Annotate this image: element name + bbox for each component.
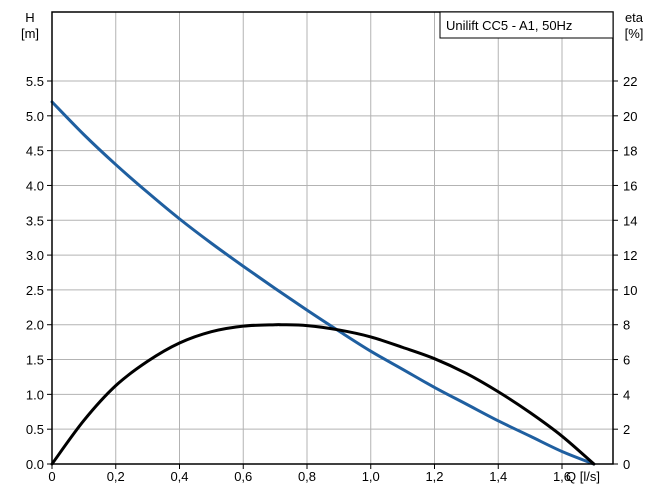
y-left-tick-label: 1.5	[26, 353, 44, 368]
y-left-tick-label: 1.0	[26, 387, 44, 402]
y-right-tick-label: 22	[623, 74, 637, 89]
x-tick-label: 1,4	[489, 469, 507, 484]
y-right-tick-label: 20	[623, 109, 637, 124]
y-left-axis-title: H	[25, 10, 34, 25]
y-right-tick-label: 16	[623, 178, 637, 193]
y-right-tick-label: 0	[623, 457, 630, 472]
y-right-tick-label: 18	[623, 144, 637, 159]
y-left-tick-label: 5.0	[26, 109, 44, 124]
y-left-tick-label: 3.0	[26, 248, 44, 263]
x-tick-label: 0,6	[234, 469, 252, 484]
y-left-tick-label: 3.5	[26, 213, 44, 228]
y-left-tick-label: 0.5	[26, 422, 44, 437]
grid-layer	[52, 12, 613, 464]
y-left-tick-label: 5.5	[26, 74, 44, 89]
axis-layer	[47, 11, 618, 469]
y-left-tick-label: 0.0	[26, 457, 44, 472]
x-tick-label: 0,4	[170, 469, 188, 484]
chart-title-box	[439, 11, 614, 39]
y-left-axis-unit: [m]	[21, 26, 39, 41]
y-left-tick-label: 4.5	[26, 144, 44, 159]
x-axis-title: Q [l/s]	[566, 469, 600, 484]
y-right-axis-title: eta	[625, 10, 644, 25]
y-right-tick-label: 6	[623, 353, 630, 368]
x-tick-label: 1,6	[553, 469, 571, 484]
y-right-tick-label: 10	[623, 283, 637, 298]
y-right-tick-label: 12	[623, 248, 637, 263]
y-right-axis-unit: [%]	[625, 26, 644, 41]
head-curve	[50, 100, 596, 466]
y-right-tick-label: 8	[623, 318, 630, 333]
chart-title: Unilift CC5 - A1, 50Hz	[446, 18, 572, 33]
x-tick-label: 0,2	[107, 469, 125, 484]
y-right-tick-label: 4	[623, 387, 630, 402]
y-left-tick-label: 2.0	[26, 318, 44, 333]
x-tick-label: 0	[48, 469, 55, 484]
x-tick-label: 1,2	[425, 469, 443, 484]
y-left-tick-label: 4.0	[26, 178, 44, 193]
series-layer	[50, 100, 596, 466]
efficiency-curve	[50, 323, 596, 466]
y-right-tick-label: 14	[623, 213, 637, 228]
x-tick-label: 0,8	[298, 469, 316, 484]
y-left-tick-label: 2.5	[26, 283, 44, 298]
x-tick-label: 1,0	[362, 469, 380, 484]
y-right-tick-label: 2	[623, 422, 630, 437]
label-layer: 0 0,2 0,4 0,6 0,8 1,0 1,2 1,4 1,6 0.0 0.5 1.0 1.5 2.0…	[21, 10, 644, 484]
plot-frame	[51, 11, 614, 465]
